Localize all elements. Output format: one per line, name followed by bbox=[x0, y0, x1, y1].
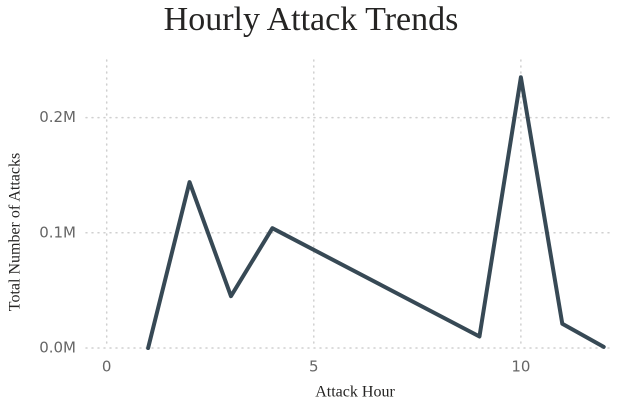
line bbox=[146, 75, 606, 350]
x-tick-label: 0 bbox=[102, 358, 112, 376]
y-tick-label: 0.1M bbox=[39, 223, 76, 241]
chart-title: Hourly Attack Trends bbox=[164, 1, 459, 38]
x-tick-label: 5 bbox=[309, 358, 319, 376]
x-tick-label: 10 bbox=[511, 358, 530, 376]
y-tick-label: 0.0M bbox=[39, 339, 76, 357]
x-axis-label: Attack Hour bbox=[315, 384, 395, 401]
y-tick-label: 0.2M bbox=[39, 108, 76, 126]
y-axis-label: Total Number of Attacks bbox=[7, 153, 24, 311]
